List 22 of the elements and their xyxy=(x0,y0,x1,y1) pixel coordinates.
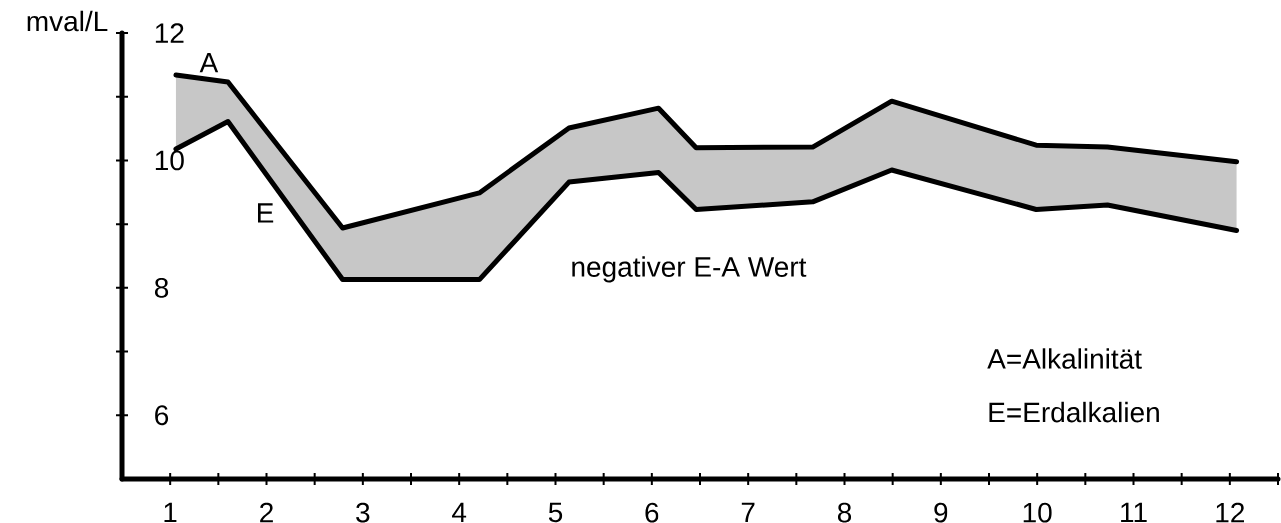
series-label: E xyxy=(258,203,274,223)
annotation: A=Alkalinität xyxy=(987,348,1142,369)
x-tick-label: 11 xyxy=(1121,502,1147,522)
x-tick-label: 6 xyxy=(645,502,659,523)
x-tick-label: 8 xyxy=(837,502,852,523)
x-tick-label: 12 xyxy=(1216,502,1245,523)
x-tick-label: 7 xyxy=(741,502,755,522)
annotation: E=Erdalkalien xyxy=(989,401,1159,423)
y-tick-label: 8 xyxy=(154,277,169,298)
x-tick-label: 10 xyxy=(1023,502,1052,523)
y-tick-label: 12 xyxy=(155,23,184,43)
x-tick-label: 3 xyxy=(356,502,370,523)
x-tick-label: 9 xyxy=(934,502,948,523)
y-tick-label: 6 xyxy=(155,405,169,426)
x-tick-label: 5 xyxy=(548,502,563,523)
x-tick-label: 1 xyxy=(164,502,177,522)
series-label: A xyxy=(199,53,219,73)
y-axis-title: mval/L xyxy=(27,10,108,32)
y-tick-label: 10 xyxy=(155,150,184,171)
annotation: negativer E-A Wert xyxy=(572,256,807,283)
x-tick-label: 2 xyxy=(260,502,273,523)
x-tick-label: 4 xyxy=(452,502,467,522)
